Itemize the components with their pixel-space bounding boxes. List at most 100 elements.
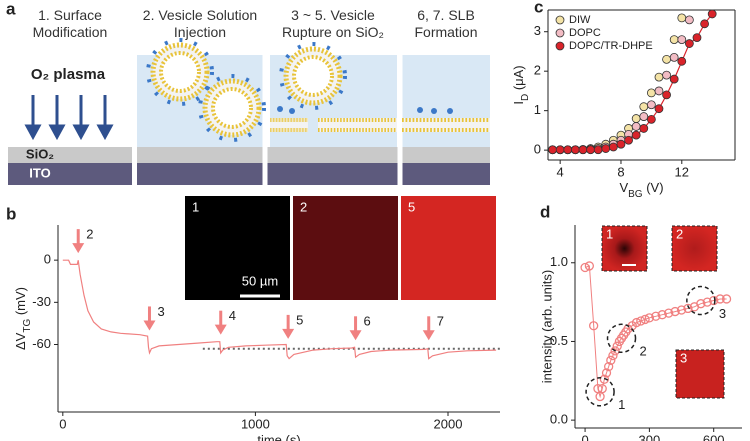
sio2-layer bbox=[137, 147, 490, 163]
arrow-label: 4 bbox=[229, 308, 236, 323]
data-point bbox=[597, 384, 607, 394]
image-label: 2 bbox=[676, 226, 683, 241]
y-axis-label-part: D bbox=[520, 94, 531, 101]
image-label: 1 bbox=[606, 226, 613, 241]
data-point bbox=[548, 145, 557, 155]
step-title: 3 ~ 5. Vesicle Rupture on SiO₂ bbox=[282, 7, 384, 40]
y-axis-label: intensity (arb. units) bbox=[539, 270, 554, 383]
data-point bbox=[570, 145, 580, 155]
fluorescence-image bbox=[185, 196, 290, 300]
data-point bbox=[662, 54, 671, 64]
data-point bbox=[696, 299, 706, 309]
legend-marker bbox=[555, 41, 565, 51]
data-point bbox=[624, 135, 633, 145]
data-point bbox=[631, 114, 641, 123]
data-point bbox=[639, 124, 649, 133]
data-point bbox=[612, 341, 622, 351]
fluorescence-image bbox=[401, 196, 496, 300]
y-tick-label: 0 bbox=[44, 252, 51, 267]
data-point bbox=[646, 114, 656, 124]
data-point bbox=[631, 130, 641, 140]
y-axis-label-part: ΔV bbox=[13, 332, 28, 350]
x-tick-label: 4 bbox=[557, 164, 564, 179]
data-point bbox=[692, 33, 702, 43]
y-axis-label-part: (mV) bbox=[13, 287, 28, 319]
fluorescence-image bbox=[675, 349, 725, 399]
highlight-circle bbox=[585, 377, 615, 407]
data-point bbox=[654, 72, 664, 82]
y-tick-label: -30 bbox=[32, 294, 51, 309]
data-point bbox=[670, 306, 680, 317]
panel-b-insets: 1 2 5 50 µm bbox=[185, 196, 496, 300]
ito-layer bbox=[137, 163, 490, 185]
data-point bbox=[639, 102, 649, 112]
y-tick-label: 0.5 bbox=[550, 333, 568, 348]
data-point bbox=[601, 144, 611, 153]
step-title: 2. Vesicle Solution Injection bbox=[143, 7, 257, 40]
panel-a: a SiO₂ ITO O₂ plasma 1. Surface Modificat… bbox=[6, 0, 492, 185]
legend-label: DOPC bbox=[569, 27, 601, 39]
highlight-circle bbox=[686, 285, 716, 316]
data-point bbox=[662, 90, 671, 100]
x-tick-label: 2000 bbox=[434, 416, 463, 431]
plasma-arrows bbox=[24, 95, 114, 141]
data-point bbox=[586, 145, 595, 155]
x-tick-label: 0 bbox=[59, 416, 66, 431]
step-title: 1. Surface Modification bbox=[33, 7, 108, 40]
fluorescence-image bbox=[671, 225, 718, 272]
step-line: Modification bbox=[33, 24, 108, 40]
x-tick-label: 8 bbox=[617, 164, 624, 179]
arrow-head bbox=[422, 330, 435, 341]
y-tick-label: 0 bbox=[534, 142, 541, 157]
data-point bbox=[640, 314, 650, 325]
y-axis-label: ID (μA) bbox=[511, 65, 531, 104]
x-axis-label-part: V bbox=[619, 180, 628, 195]
y-axis-label-part: TG bbox=[22, 319, 33, 333]
arrow-label: 5 bbox=[296, 312, 303, 327]
x-axis-label: time (s) bbox=[257, 432, 300, 441]
data-point bbox=[578, 145, 588, 155]
panel-label: a bbox=[6, 0, 16, 18]
legend-marker bbox=[555, 15, 565, 25]
data-point bbox=[584, 261, 595, 271]
arrow-label: 3 bbox=[157, 304, 164, 319]
x-tick-label: 12 bbox=[675, 164, 689, 179]
x-tick-label: 0 bbox=[581, 432, 588, 441]
step-line: Rupture on SiO₂ bbox=[282, 24, 384, 40]
data-point bbox=[631, 317, 642, 328]
data-point bbox=[601, 368, 612, 378]
x-tick-label: 600 bbox=[703, 432, 725, 441]
arrow-head bbox=[349, 330, 362, 341]
y-axis-label: ΔVTG (mV) bbox=[13, 287, 33, 350]
y-tick-label: 2 bbox=[534, 63, 541, 78]
step-line: 2. Vesicle Solution bbox=[143, 7, 257, 23]
data-point bbox=[700, 19, 709, 29]
panel-label: b bbox=[6, 204, 16, 223]
data-point bbox=[702, 297, 712, 307]
data-point bbox=[604, 361, 614, 372]
bilayer bbox=[400, 116, 492, 134]
data-point bbox=[709, 295, 719, 306]
x-axis-label-part: (V) bbox=[643, 180, 664, 195]
arrow-label: 6 bbox=[364, 314, 371, 329]
data-point bbox=[555, 145, 565, 155]
arrow-head bbox=[214, 324, 227, 335]
data-point bbox=[684, 15, 694, 25]
bilayer bbox=[316, 116, 399, 134]
data-point bbox=[599, 374, 610, 384]
data-point bbox=[593, 145, 603, 155]
data-point bbox=[662, 70, 671, 80]
step-line: Formation bbox=[414, 24, 477, 40]
step-line: 3 ~ 5. Vesicle bbox=[291, 7, 375, 23]
data-point bbox=[654, 104, 664, 114]
data-point bbox=[580, 262, 590, 273]
image-label: 2 bbox=[300, 199, 307, 214]
y-tick-label: -60 bbox=[32, 336, 51, 351]
y-tick-label: 1.0 bbox=[550, 254, 568, 269]
data-point bbox=[651, 311, 661, 321]
legend-label: DIW bbox=[569, 14, 591, 26]
image-label: 1 bbox=[192, 199, 199, 214]
step-line: 1. Surface bbox=[38, 7, 102, 23]
data-point bbox=[606, 355, 616, 365]
data-point bbox=[589, 321, 599, 331]
